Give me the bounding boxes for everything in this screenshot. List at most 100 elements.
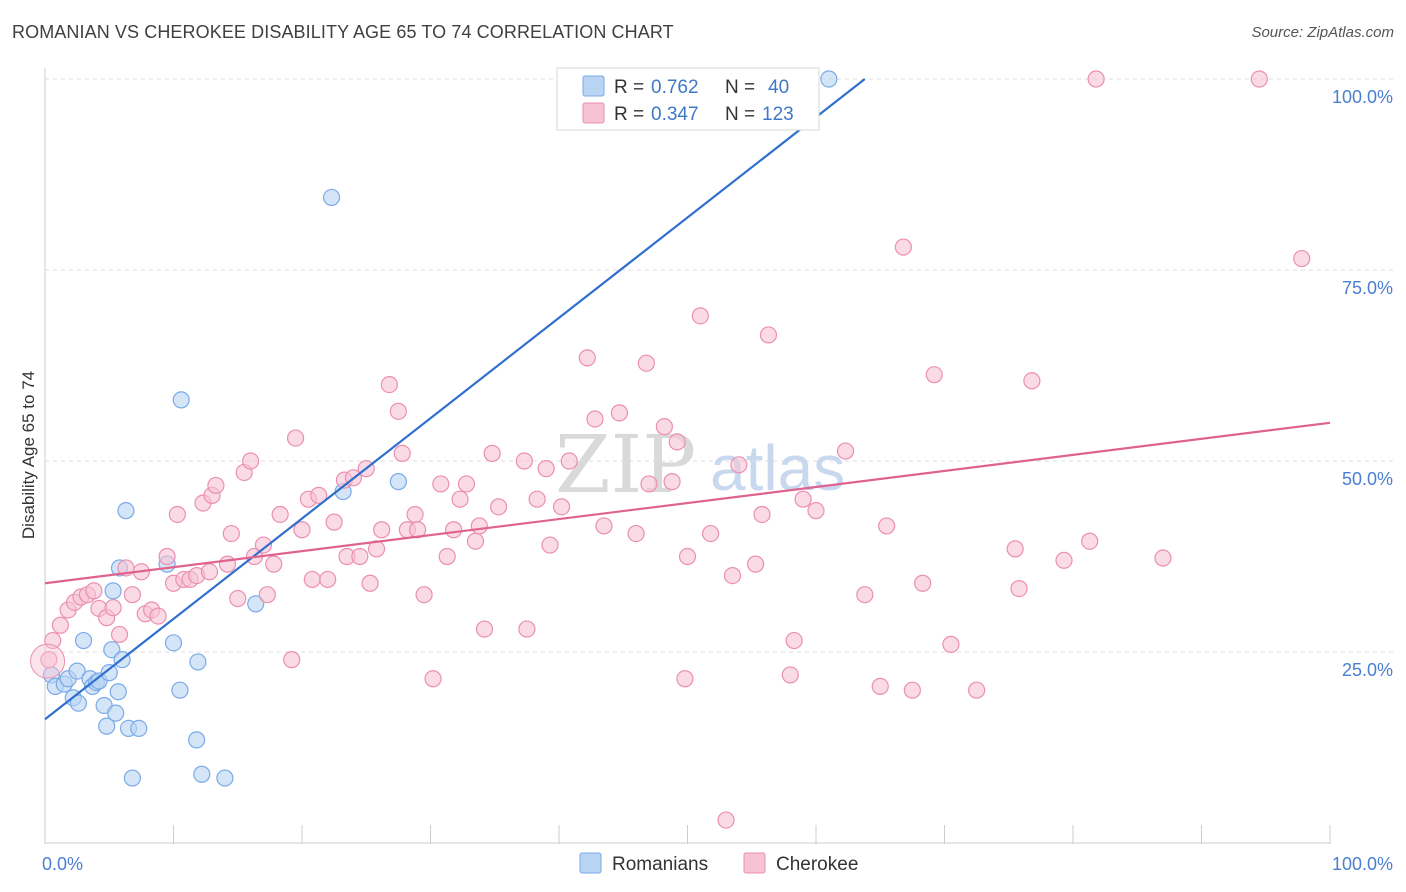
y-axis-title: Disability Age 65 to 74 bbox=[19, 371, 38, 539]
romanians-point bbox=[123, 769, 141, 787]
cherokee-point bbox=[528, 490, 546, 508]
top-legend: R = 0.762 N = 40 R = 0.347 N = 123 bbox=[556, 67, 820, 131]
cherokee-point bbox=[871, 677, 889, 695]
watermark-zip: ZIP bbox=[555, 418, 696, 511]
legend-swatch-romanians bbox=[582, 75, 605, 97]
cherokee-point bbox=[445, 521, 463, 539]
cherokee-point bbox=[1154, 549, 1172, 567]
romanians-point bbox=[389, 473, 407, 491]
cherokee-point bbox=[595, 517, 613, 535]
cherokee-point bbox=[229, 589, 247, 608]
bottom-legend: Romanians Cherokee bbox=[579, 852, 858, 875]
cherokee-point bbox=[781, 666, 799, 684]
romanians-point bbox=[100, 664, 118, 682]
cherokee-point bbox=[466, 532, 485, 550]
cherokee-point bbox=[85, 582, 103, 600]
cherokee-point bbox=[424, 670, 442, 688]
cherokee-point bbox=[432, 475, 450, 493]
cherokee-point bbox=[1081, 532, 1099, 550]
cherokee-point bbox=[717, 811, 735, 829]
cherokee-point bbox=[254, 536, 273, 554]
legend-n-label-cherokee: N = bbox=[725, 104, 755, 125]
cherokee-point bbox=[1250, 70, 1268, 88]
cherokee-point bbox=[518, 620, 536, 638]
y-tick-label: 25.0% bbox=[1342, 660, 1393, 680]
legend-n-label-romanians: N = bbox=[725, 77, 755, 98]
cherokee-point bbox=[40, 651, 58, 669]
cherokee-point bbox=[51, 616, 70, 634]
cherokee-point bbox=[438, 547, 456, 566]
cherokee-point bbox=[319, 570, 337, 589]
y-tick-label: 100.0% bbox=[1332, 87, 1393, 107]
cherokee-point bbox=[968, 681, 986, 699]
cherokee-point bbox=[351, 547, 369, 566]
cherokee-point bbox=[310, 486, 328, 504]
cherokee-point bbox=[903, 681, 921, 699]
romanians-point bbox=[322, 188, 341, 207]
cherokee-point bbox=[610, 404, 628, 422]
cherokee-point bbox=[794, 490, 812, 508]
cherokee-point bbox=[723, 566, 742, 585]
cherokee-point bbox=[325, 513, 343, 531]
cherokee-point bbox=[541, 536, 559, 554]
bottom-legend-label-cherokee: Cherokee bbox=[776, 854, 858, 875]
bottom-legend-swatch-romanians bbox=[579, 852, 602, 874]
romanians-point bbox=[164, 634, 183, 652]
y-tick-label: 75.0% bbox=[1342, 278, 1393, 298]
cherokee-point bbox=[242, 452, 260, 470]
legend-r-value-romanians: 0.762 bbox=[651, 77, 699, 98]
cherokee-point bbox=[807, 502, 825, 520]
axis-layer: 25.0% 50.0% 75.0% 100.0% 0.0% 100.0% bbox=[42, 68, 1393, 874]
x-tick-label-max: 100.0% bbox=[1332, 854, 1393, 874]
cherokee-point bbox=[483, 444, 501, 462]
romanians-point bbox=[109, 683, 127, 701]
cherokee-point bbox=[537, 460, 555, 478]
romanians-point bbox=[103, 641, 121, 659]
cherokee-point bbox=[470, 517, 488, 535]
cherokee-point bbox=[1006, 540, 1024, 558]
cherokee-point bbox=[1010, 579, 1028, 598]
cherokee-point bbox=[393, 444, 411, 462]
cherokee-point bbox=[475, 620, 494, 638]
romanians-point bbox=[247, 595, 265, 613]
cherokee-point bbox=[942, 635, 960, 653]
cherokee-point bbox=[380, 376, 398, 394]
cherokee-point bbox=[286, 429, 305, 447]
legend-n-value-romanians: 40 bbox=[768, 77, 789, 98]
romanians-point bbox=[820, 70, 838, 88]
cherokee-point bbox=[676, 670, 694, 688]
cherokee-point bbox=[856, 586, 874, 604]
romanians-point bbox=[98, 717, 116, 735]
cherokee-point bbox=[552, 498, 571, 516]
cherokee-point bbox=[451, 490, 469, 508]
cherokee-point bbox=[207, 476, 225, 495]
cherokee-point bbox=[373, 521, 391, 539]
cherokee-point bbox=[457, 475, 476, 493]
cherokee-point bbox=[283, 651, 301, 669]
cherokee-point bbox=[222, 524, 240, 543]
cherokee-point bbox=[1023, 372, 1041, 390]
points-layer bbox=[30, 70, 1311, 829]
bottom-legend-label-romanians: Romanians bbox=[612, 854, 708, 875]
cherokee-point bbox=[836, 442, 855, 460]
cherokee-point bbox=[1087, 70, 1105, 88]
cherokee-point bbox=[1055, 551, 1073, 569]
legend-swatch-cherokee bbox=[582, 102, 605, 124]
cherokee-point bbox=[389, 402, 407, 420]
cherokee-point bbox=[785, 631, 803, 650]
cherokee-point bbox=[925, 366, 943, 384]
cherokee-point bbox=[668, 433, 686, 451]
romanians-point bbox=[216, 769, 234, 787]
romanians-point bbox=[69, 694, 88, 712]
romanians-point bbox=[74, 631, 93, 650]
romanians-point bbox=[171, 681, 189, 699]
cherokee-point bbox=[218, 555, 237, 573]
cherokee-point bbox=[894, 238, 912, 256]
cherokee-point bbox=[586, 410, 604, 428]
chart-source: Source: ZipAtlas.com bbox=[1251, 24, 1394, 41]
cherokee-point bbox=[293, 521, 311, 539]
cherokee-point bbox=[691, 307, 709, 325]
romanians-point bbox=[107, 704, 125, 722]
romanians-trend-line bbox=[44, 78, 866, 721]
cherokee-point bbox=[361, 574, 379, 592]
